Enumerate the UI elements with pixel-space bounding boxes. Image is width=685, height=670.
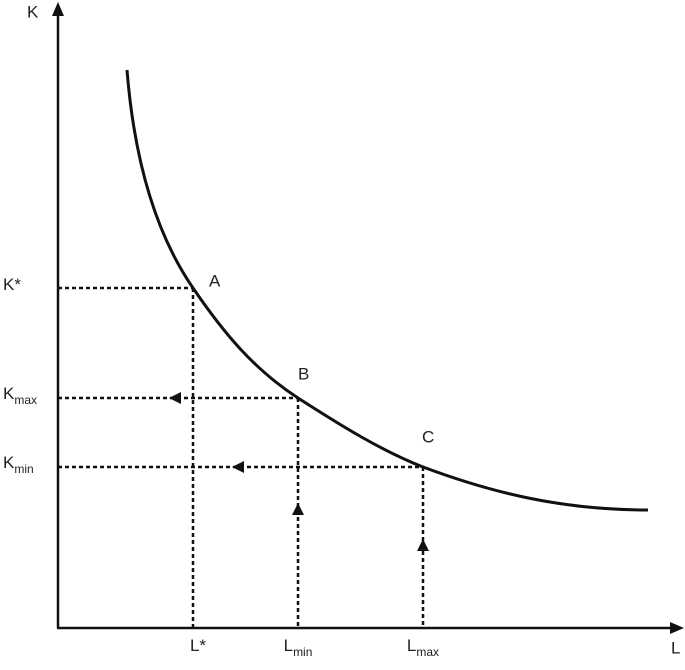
x-axis-arrow	[670, 622, 684, 634]
axis-tick-label: Kmax	[3, 384, 37, 407]
label-main: K	[3, 384, 15, 403]
label-subscript: max	[416, 645, 439, 659]
point-label: B	[298, 364, 309, 383]
isoquant-curve	[125, 69, 649, 512]
x-labels: L* Lmin Lmax	[190, 636, 439, 659]
axes	[52, 2, 684, 634]
guides	[58, 286, 429, 628]
arrowhead	[417, 539, 429, 551]
arrowhead	[169, 392, 181, 404]
axis-tick-label: Lmax	[407, 636, 439, 659]
label-main: L	[284, 636, 293, 655]
axis-tick-label: K*	[3, 275, 21, 294]
label-main: K*	[3, 275, 21, 294]
x-axis-label: L	[671, 638, 680, 657]
point-label: C	[422, 427, 434, 446]
arrowhead	[292, 503, 304, 515]
axis-tick-label: Lmin	[284, 636, 313, 659]
axis-tick-label: L*	[190, 636, 206, 655]
label-subscript: min	[14, 462, 33, 476]
arrowhead	[232, 461, 244, 473]
label-main: L	[407, 636, 416, 655]
axis-tick-label: Kmin	[3, 453, 34, 476]
point-label: A	[209, 271, 221, 290]
label-subscript: min	[293, 645, 312, 659]
label-subscript: max	[14, 393, 37, 407]
label-main: L*	[190, 636, 206, 655]
y-axis-arrow	[52, 2, 64, 16]
y-axis-label: K	[27, 2, 39, 21]
label-main: K	[3, 453, 15, 472]
